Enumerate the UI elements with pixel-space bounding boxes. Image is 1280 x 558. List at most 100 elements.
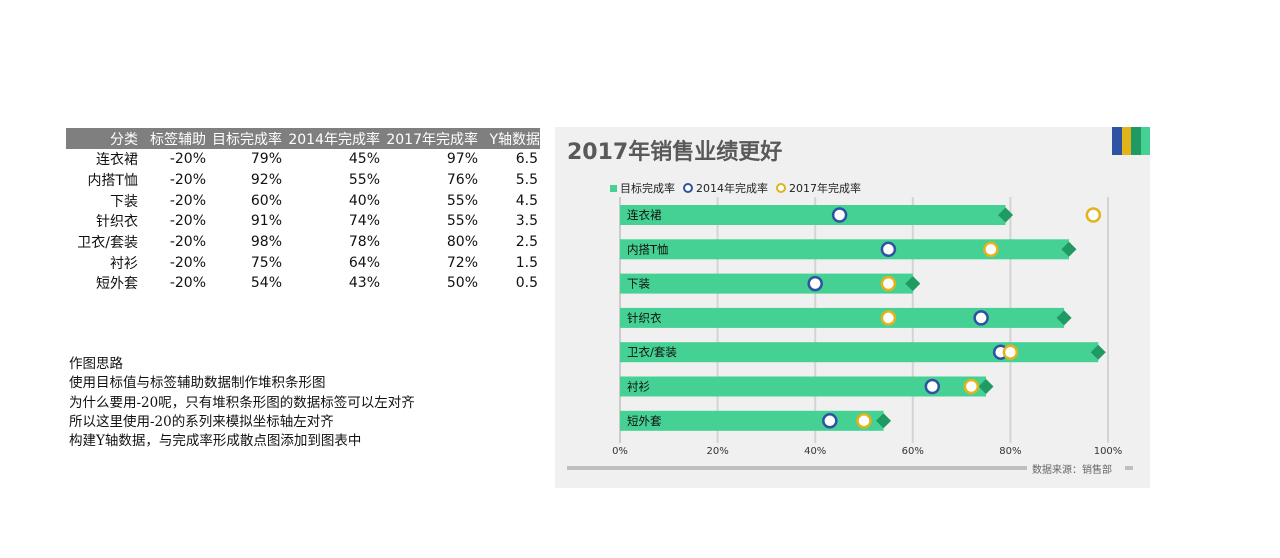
target-diamond-marker xyxy=(905,276,921,292)
table-cell: 40% xyxy=(348,192,380,209)
table-cell: 55% xyxy=(446,213,478,230)
table-cell: 97% xyxy=(446,151,478,168)
table-cell: 72% xyxy=(446,254,478,271)
table-header-cell: Y轴数据 xyxy=(478,128,540,149)
table-cell: 衬衫 xyxy=(110,255,138,272)
table-row: 短外套 -20% 54% 43% 50% 0.5 xyxy=(66,273,540,294)
table-cell: 3.5 xyxy=(515,213,538,230)
table-cell: 91% xyxy=(250,213,282,230)
table-cell: -20% xyxy=(169,234,206,251)
x-tick-label: 0% xyxy=(612,446,628,457)
table-cell: 内搭T恤 xyxy=(87,173,138,190)
target-diamond-marker xyxy=(998,207,1014,223)
x-tick-label: 100% xyxy=(1094,446,1123,457)
x-tick-label: 20% xyxy=(706,446,728,457)
source-note: 数据来源：销售部 xyxy=(1032,465,1112,476)
note-line: 为什么要用-20呢，只有堆积条形图的数据标签可以左对齐 xyxy=(69,394,415,411)
table-cell: 6.5 xyxy=(515,151,538,168)
target-bar xyxy=(620,205,1006,225)
bar-category-label: 内搭T恤 xyxy=(627,242,669,256)
target-bar xyxy=(620,410,884,431)
target-diamond-marker xyxy=(876,413,892,429)
target-bar xyxy=(620,307,1065,328)
table-cell: 50% xyxy=(446,275,478,292)
table-cell: 76% xyxy=(446,172,478,189)
table-body: 连衣裙 -20% 79% 45% 97% 6.5 内搭T恤 -20% 92% 55% 76% 5.5 下… xyxy=(66,149,540,294)
deco-bar xyxy=(1140,127,1150,155)
table-cell: -20% xyxy=(169,151,206,168)
ring-2014-marker xyxy=(807,275,823,292)
ring-2017-marker xyxy=(1002,344,1019,360)
chart-title: 2017年销售业绩更好 xyxy=(567,140,783,165)
table-cell: 55% xyxy=(348,172,380,189)
ring-2014-marker xyxy=(924,378,941,395)
bar-category-label: 衬衫 xyxy=(627,380,650,394)
bar-category-label: 针织衣 xyxy=(627,311,662,325)
target-bar xyxy=(620,376,986,397)
table-cell: 79% xyxy=(250,151,282,168)
bar-category-label: 下装 xyxy=(627,277,650,291)
ring-2017-marker xyxy=(880,275,897,292)
deco-bar xyxy=(1131,127,1141,155)
table-cell: -20% xyxy=(169,275,206,292)
x-tick-label: 80% xyxy=(999,446,1021,457)
table-cell: 短外套 xyxy=(96,276,138,293)
note-line: 作图思路 xyxy=(69,356,123,372)
table-row: 衬衫 -20% 75% 64% 72% 1.5 xyxy=(66,252,540,273)
target-diamond-marker xyxy=(1090,344,1106,360)
ring-2017-marker xyxy=(856,413,872,429)
table-cell: 2.5 xyxy=(515,234,538,251)
note-line: 所以这里使用-20的系列来模拟坐标轴左对齐 xyxy=(69,413,334,430)
legend-ring-icon xyxy=(776,183,786,193)
table-cell: 54% xyxy=(250,275,282,292)
x-tick-label: 60% xyxy=(902,446,924,457)
table-cell: 92% xyxy=(250,172,282,189)
table-cell: 45% xyxy=(348,151,380,168)
table-cell: 下装 xyxy=(110,193,138,210)
deco-bar xyxy=(1112,127,1122,155)
table-row: 内搭T恤 -20% 92% 55% 76% 5.5 xyxy=(66,170,540,191)
table-cell: 78% xyxy=(348,234,380,251)
table-row: 连衣裙 -20% 79% 45% 97% 6.5 xyxy=(66,149,540,170)
legend-item-2014: 2014年完成率 xyxy=(683,180,768,196)
table-row: 卫衣/套装 -20% 98% 78% 80% 2.5 xyxy=(66,232,540,253)
source-rule-tail xyxy=(1125,466,1133,470)
target-bar xyxy=(620,342,1099,363)
data-table: 分类 标签辅助 目标完成率 2014年完成率 2017年完成率 Y轴数据 连衣裙… xyxy=(66,128,540,294)
table-row: 针织衣 -20% 91% 74% 55% 3.5 xyxy=(66,211,540,232)
ring-2017-marker xyxy=(963,378,980,395)
note-line: 使用目标值与标签辅助数据制作堆积条形图 xyxy=(69,375,326,392)
color-strip-decoration xyxy=(1112,127,1150,155)
legend-item-target: 目标完成率 xyxy=(610,180,675,196)
table-cell: 0.5 xyxy=(515,275,538,292)
legend-label: 2017年完成率 xyxy=(789,182,861,195)
ring-2017-marker xyxy=(880,310,897,326)
legend-ring-icon xyxy=(683,183,693,193)
ring-2014-marker xyxy=(831,207,848,223)
notes-block: 作图思路 使用目标值与标签辅助数据制作堆积条形图 为什么要用-20呢，只有堆积条… xyxy=(69,355,415,451)
table-cell: 98% xyxy=(250,234,282,251)
ring-2014-marker xyxy=(973,310,989,326)
note-line: 构建Y轴数据，与完成率形成散点图添加到图表中 xyxy=(69,433,362,450)
table-cell: 4.5 xyxy=(515,192,538,209)
legend-label: 2014年完成率 xyxy=(696,182,768,195)
table-cell: -20% xyxy=(169,254,206,271)
table-cell: -20% xyxy=(169,192,206,209)
table-cell: 1.5 xyxy=(515,254,538,271)
target-bar xyxy=(620,273,913,294)
table-cell: 连衣裙 xyxy=(96,152,138,169)
table-header-cell: 标签辅助 xyxy=(138,128,206,149)
table-row: 下装 -20% 60% 40% 55% 4.5 xyxy=(66,190,540,211)
bar-category-label: 短外套 xyxy=(627,414,662,428)
target-diamond-marker xyxy=(978,379,994,394)
table-cell: 80% xyxy=(446,234,478,251)
legend-square-icon xyxy=(610,184,617,192)
table-cell: 60% xyxy=(250,192,282,209)
target-bar xyxy=(620,239,1069,260)
target-diamond-marker xyxy=(1061,241,1077,257)
ring-2014-marker xyxy=(822,413,838,429)
chart-legend: 目标完成率 2014年完成率 2017年完成率 xyxy=(610,180,869,196)
table-cell: -20% xyxy=(169,172,206,189)
ring-2014-marker xyxy=(880,241,897,258)
